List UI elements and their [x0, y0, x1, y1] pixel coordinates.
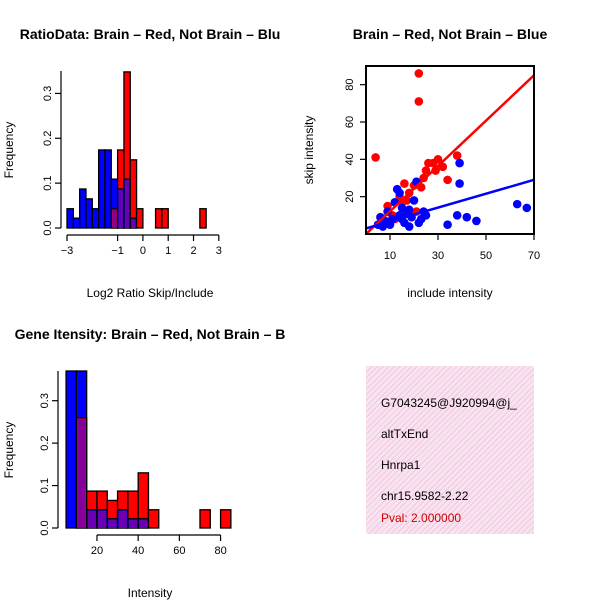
- point-brain: [371, 153, 380, 162]
- y-tick-label: 0.2: [42, 131, 54, 146]
- y-tick-label: 0.2: [39, 435, 51, 450]
- point-brain: [421, 166, 431, 175]
- point-not-brain: [522, 203, 532, 213]
- y-tick-label: 60: [344, 116, 356, 128]
- event-info-panel: G7043245@J920994@j_ altTxEnd Hnrpa1 chr1…: [366, 366, 534, 534]
- p-value: Pval: 2.000000: [381, 511, 462, 525]
- x-tick-label: 1: [165, 245, 171, 257]
- bar-brain: [199, 208, 207, 229]
- y-tick-label: 0.3: [39, 393, 51, 408]
- bar-brain: [161, 208, 169, 229]
- point-not-brain: [455, 179, 464, 188]
- scatter-ylabel: skip intensity: [302, 116, 316, 185]
- point-brain: [414, 97, 424, 106]
- scatter-xlabel: include intensity: [407, 286, 492, 300]
- point-not-brain: [383, 207, 392, 216]
- bar-brain: [199, 509, 211, 529]
- bar-not-brain: [66, 208, 74, 229]
- y-tick-label: 40: [344, 153, 356, 165]
- point-brain: [433, 155, 443, 164]
- point-brain: [452, 151, 462, 160]
- point-brain: [431, 166, 440, 175]
- x-tick-label: 2: [190, 245, 196, 257]
- point-not-brain: [452, 211, 462, 220]
- intensity-histogram-title: Gene Itensity: Brain – Red, Not Brain – …: [15, 326, 286, 342]
- point-brain: [414, 69, 424, 78]
- x-tick-label: 40: [132, 545, 144, 557]
- fit-line-not-brain: [366, 178, 534, 230]
- y-tick-label: 20: [344, 191, 356, 203]
- x-tick-label: 20: [91, 545, 103, 557]
- point-not-brain: [397, 203, 407, 213]
- ratio-histogram-title: RatioData: Brain – Red, Not Brain – Blu: [20, 26, 281, 42]
- fit-line-brain: [366, 74, 534, 234]
- x-tick-label: 10: [384, 250, 396, 262]
- point-not-brain: [512, 199, 522, 209]
- bar-overlap: [128, 519, 138, 528]
- gene-name: Hnrpa1: [381, 458, 421, 472]
- point-not-brain: [462, 212, 472, 222]
- bar-brain: [147, 509, 160, 529]
- point-not-brain: [395, 188, 404, 198]
- x-tick-label: 60: [173, 545, 185, 557]
- bar-brain: [135, 208, 144, 229]
- ratio-histogram: RatioData: Brain – Red, Not Brain – Blu …: [2, 26, 280, 300]
- genomic-location: chr15.9582-2.22: [381, 489, 469, 503]
- bar-not-brain: [79, 188, 87, 229]
- x-tick-label: 0: [140, 245, 146, 257]
- y-tick-label: 0.3: [42, 86, 54, 101]
- x-tick-label: 70: [528, 250, 540, 262]
- bar-overlap: [108, 519, 117, 528]
- x-tick-label: 80: [214, 545, 226, 557]
- scatter-frame: [365, 65, 535, 235]
- y-tick-label: 0.1: [39, 478, 51, 493]
- bar-overlap: [77, 418, 86, 528]
- intensity-scatter: Brain – Red, Not Brain – Blue include in…: [302, 26, 547, 300]
- bar-overlap: [87, 510, 96, 528]
- point-not-brain: [455, 158, 464, 168]
- y-tick-label: 0.1: [42, 175, 54, 190]
- point-not-brain: [404, 222, 414, 231]
- intensity-histogram: Gene Itensity: Brain – Red, Not Brain – …: [2, 326, 285, 600]
- intensity-histogram-ylabel: Frequency: [2, 422, 16, 479]
- x-tick-label: 3: [216, 245, 222, 257]
- bar-overlap: [112, 209, 117, 228]
- y-tick-label: 0.0: [39, 520, 51, 535]
- x-tick-label: 50: [480, 250, 492, 262]
- bar-overlap: [118, 189, 123, 228]
- bar-overlap: [97, 510, 107, 528]
- event-type: altTxEnd: [381, 427, 429, 441]
- event-id: G7043245@J920994@j_: [381, 396, 517, 410]
- bar-overlap: [124, 180, 130, 228]
- intensity-histogram-xlabel: Intensity: [128, 586, 173, 600]
- ratio-histogram-ylabel: Frequency: [2, 122, 16, 179]
- bar-overlap: [118, 510, 127, 528]
- point-brain: [443, 175, 452, 185]
- ratio-histogram-xlabel: Log2 Ratio Skip/Include: [87, 286, 214, 300]
- bar-not-brain: [85, 198, 93, 229]
- bar-brain: [154, 208, 163, 229]
- point-not-brain: [409, 196, 419, 205]
- point-not-brain: [421, 211, 431, 220]
- scatter-title: Brain – Red, Not Brain – Blue: [353, 26, 548, 42]
- x-tick-label: −1: [111, 245, 124, 257]
- bar-not-brain: [97, 149, 106, 229]
- y-tick-label: 0.0: [42, 220, 54, 235]
- point-not-brain: [404, 205, 414, 215]
- bar-overlap: [139, 519, 148, 528]
- bar-not-brain: [104, 149, 112, 229]
- bar-overlap: [131, 219, 136, 228]
- bar-not-brain: [91, 208, 100, 229]
- y-tick-label: 80: [344, 79, 356, 91]
- point-not-brain: [472, 216, 481, 226]
- x-tick-label: 30: [432, 250, 444, 262]
- x-tick-label: −3: [61, 245, 74, 257]
- bar-not-brain: [65, 370, 78, 529]
- bar-not-brain: [72, 217, 81, 229]
- point-not-brain: [443, 220, 452, 229]
- point-brain: [400, 179, 409, 188]
- bar-brain: [219, 509, 232, 529]
